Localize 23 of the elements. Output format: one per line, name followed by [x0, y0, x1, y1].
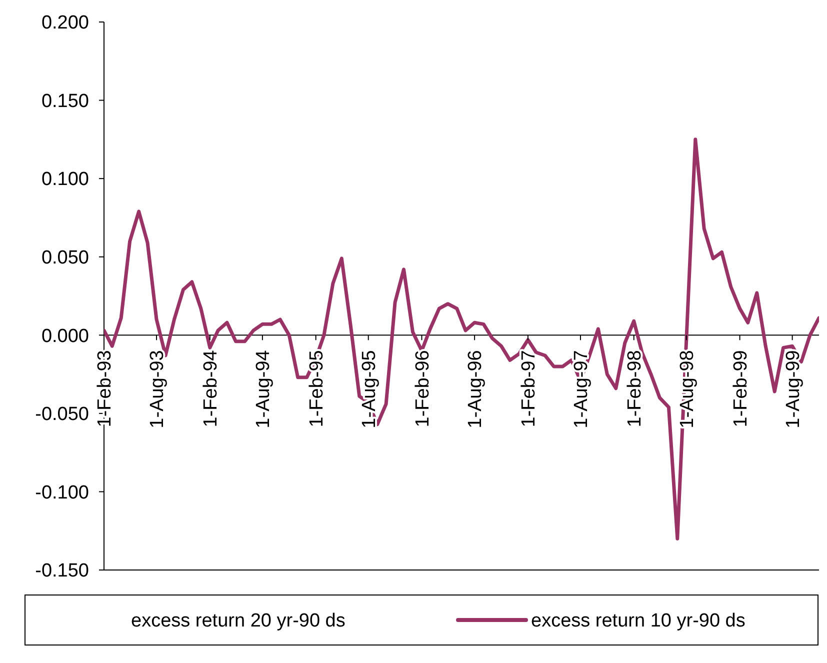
x-tick-label: 1-Aug-93: [147, 350, 168, 428]
x-tick-label: 1-Feb-99: [730, 350, 752, 428]
y-tick-label: -0.050: [35, 404, 89, 426]
x-tick-label: 1-Aug-98: [677, 350, 698, 428]
x-tick-label: 1-Aug-96: [465, 350, 486, 428]
x-tick-label: 1-Aug-95: [359, 350, 380, 428]
x-tick-label: 1-Feb-96: [412, 350, 434, 428]
y-tick-label: 0.100: [41, 169, 89, 190]
y-tick-label: 0.050: [41, 248, 89, 269]
text: excess return 20 yr-90 ds: [131, 610, 346, 632]
x-tick-label: 1-Feb-98: [624, 350, 646, 428]
x-tick-label: 1-Feb-95: [306, 350, 328, 428]
y-tick-label: 0.200: [41, 12, 89, 34]
x-tick-label: 1-Feb-97: [518, 350, 540, 428]
y-tick-label: 0.000: [41, 326, 89, 347]
y-tick-label: 0.150: [41, 90, 89, 112]
y-tick-label: -0.100: [35, 482, 89, 504]
y-tick-label: -0.150: [35, 560, 89, 582]
legend-label: excess return 10 yr-90 ds: [531, 610, 746, 632]
x-tick-label: 1-Aug-97: [571, 350, 592, 428]
x-tick-label: 1-Aug-99: [782, 350, 804, 428]
x-tick-label: 1-Aug-94: [253, 350, 274, 428]
x-tick-label: 1-Feb-94: [200, 350, 222, 428]
